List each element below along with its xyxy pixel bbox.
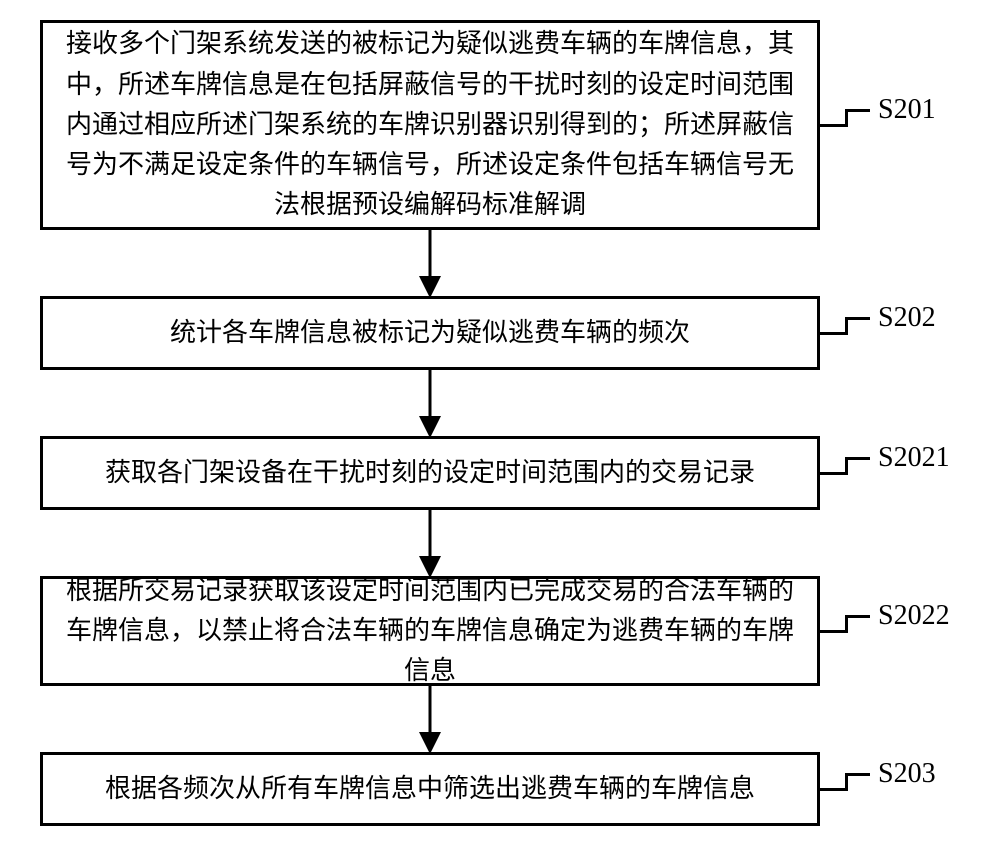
step-s202: 统计各车牌信息被标记为疑似逃费车辆的频次 — [40, 296, 820, 370]
step-s2021: 获取各门架设备在干扰时刻的设定时间范围内的交易记录 — [40, 436, 820, 510]
label-s203: S203 — [878, 758, 936, 790]
step-s2022-text: 根据所交易记录获取该设定时间范围内已完成交易的合法车辆的车牌信息，以禁止将合法车… — [63, 571, 797, 692]
label-s2022: S2022 — [878, 600, 950, 632]
step-s2021-text: 获取各门架设备在干扰时刻的设定时间范围内的交易记录 — [105, 453, 755, 493]
label-s2021: S2021 — [878, 442, 950, 474]
step-s201: 接收多个门架系统发送的被标记为疑似逃费车辆的车牌信息，其中，所述车牌信息是在包括… — [40, 20, 820, 230]
step-s201-text: 接收多个门架系统发送的被标记为疑似逃费车辆的车牌信息，其中，所述车牌信息是在包括… — [63, 24, 797, 225]
step-s203: 根据各频次从所有车牌信息中筛选出逃费车辆的车牌信息 — [40, 752, 820, 826]
flowchart-canvas: 接收多个门架系统发送的被标记为疑似逃费车辆的车牌信息，其中，所述车牌信息是在包括… — [0, 0, 1000, 865]
label-s202: S202 — [878, 302, 936, 334]
step-s2022: 根据所交易记录获取该设定时间范围内已完成交易的合法车辆的车牌信息，以禁止将合法车… — [40, 576, 820, 686]
step-s202-text: 统计各车牌信息被标记为疑似逃费车辆的频次 — [170, 313, 690, 353]
step-s203-text: 根据各频次从所有车牌信息中筛选出逃费车辆的车牌信息 — [105, 769, 755, 809]
label-s201: S201 — [878, 94, 936, 126]
